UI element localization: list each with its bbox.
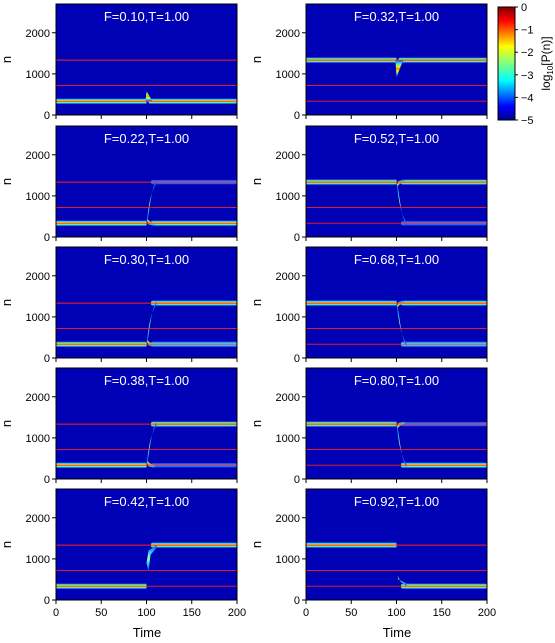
y-tick-label: 0 <box>294 232 300 244</box>
panel: F=0.52,T=1.00 0 1000 2000 n <box>249 125 488 244</box>
y-tick-label: 2000 <box>276 150 300 162</box>
x-tick-label: 0 <box>303 607 309 619</box>
y-tick-label: 2000 <box>276 513 300 525</box>
x-axis-label-right: Time <box>383 625 411 640</box>
y-tick-label: 0 <box>44 110 50 122</box>
colorbar-tick-label: −1 <box>521 25 534 37</box>
y-tick-label: 1000 <box>276 191 300 203</box>
panel-title: F=0.22,T=1.00 <box>104 131 189 146</box>
y-tick-label: 1000 <box>276 433 300 445</box>
y-axis-label: n <box>0 541 14 548</box>
y-axis-label: n <box>249 299 264 306</box>
transient <box>145 90 153 102</box>
colorbar: 0 −1 −2 −3 −4 −5 log10[P(n)] <box>497 2 555 127</box>
panel: F=0.10,T=1.00 0 1000 2000 n <box>0 3 238 122</box>
transient <box>146 545 157 572</box>
y-tick-label: 1000 <box>26 554 50 566</box>
panel-title: F=0.42,T=1.00 <box>104 494 189 509</box>
x-tick-label: 100 <box>137 607 155 619</box>
x-tick-label: 150 <box>183 607 201 619</box>
panel: F=0.92,T=1.00 0 1000 2000 n 0 50 100 150 200 <box>249 488 496 619</box>
panel-title: F=0.52,T=1.00 <box>354 131 439 146</box>
y-tick-label: 0 <box>294 110 300 122</box>
y-tick-label: 0 <box>44 595 50 607</box>
transient <box>395 60 404 78</box>
y-tick-label: 0 <box>294 353 300 365</box>
transient <box>396 571 407 587</box>
x-tick-label: 100 <box>387 607 405 619</box>
colorbar-label-rest: [P(n)] <box>539 36 553 65</box>
x-tick-label: 200 <box>478 607 496 619</box>
panel-title: F=0.92,T=1.00 <box>354 494 439 509</box>
colorbar-tick-label: −2 <box>521 47 534 59</box>
colorbar-label-main: log <box>539 75 553 91</box>
y-axis-label: n <box>249 178 264 185</box>
colorbar-gradient <box>497 6 516 121</box>
colorbar-tick-label: −4 <box>521 92 534 104</box>
y-tick-label: 1000 <box>276 69 300 81</box>
x-axis-label-left: Time <box>133 625 161 640</box>
x-tick-label: 0 <box>53 607 59 619</box>
y-tick-label: 1000 <box>26 312 50 324</box>
panel-title: F=0.68,T=1.00 <box>354 252 439 267</box>
panel: F=0.30,T=1.00 0 1000 2000 n <box>0 246 238 365</box>
y-tick-label: 0 <box>44 353 50 365</box>
y-tick-label: 1000 <box>26 433 50 445</box>
y-tick-label: 1000 <box>26 191 50 203</box>
y-tick-label: 2000 <box>276 28 300 40</box>
y-tick-label: 1000 <box>26 69 50 81</box>
y-tick-label: 2000 <box>26 392 50 404</box>
colorbar-label: log10[P(n)] <box>539 36 555 90</box>
y-tick-label: 2000 <box>26 28 50 40</box>
panel-title: F=0.10,T=1.00 <box>104 9 189 24</box>
transient <box>396 421 405 430</box>
panel: F=0.38,T=1.00 0 1000 2000 n <box>0 367 238 486</box>
y-tick-label: 2000 <box>26 271 50 283</box>
y-axis-label: n <box>0 299 14 306</box>
y-tick-label: 2000 <box>26 150 50 162</box>
transient <box>146 339 155 347</box>
panel-title: F=0.80,T=1.00 <box>354 373 439 388</box>
panel-title: F=0.38,T=1.00 <box>104 373 189 388</box>
panel: F=0.22,T=1.00 0 1000 2000 n <box>0 125 238 244</box>
y-axis-label: n <box>249 541 264 548</box>
x-tick-label: 50 <box>95 607 107 619</box>
y-axis-label: n <box>0 178 14 185</box>
x-tick-label: 200 <box>228 607 246 619</box>
transient <box>146 218 155 226</box>
y-tick-label: 1000 <box>276 312 300 324</box>
y-axis-label: n <box>0 56 14 63</box>
panel-grid: F=0.10,T=1.00010002000nF=0.32,T=1.000100… <box>0 3 496 619</box>
y-axis-label: n <box>249 420 264 427</box>
colorbar-label-sub: 10 <box>546 65 555 74</box>
y-tick-label: 2000 <box>276 392 300 404</box>
y-axis-label: n <box>0 420 14 427</box>
y-tick-label: 0 <box>44 474 50 486</box>
panel: F=0.80,T=1.00 0 1000 2000 n <box>249 367 488 486</box>
panel-title: F=0.30,T=1.00 <box>104 252 189 267</box>
transient <box>396 300 405 309</box>
panel-title: F=0.32,T=1.00 <box>354 9 439 24</box>
colorbar-tick-label: −3 <box>521 70 534 82</box>
transient <box>396 179 405 188</box>
transient <box>146 460 155 468</box>
panel: F=0.68,T=1.00 0 1000 2000 n <box>249 246 488 365</box>
y-tick-label: 0 <box>294 595 300 607</box>
y-tick-label: 0 <box>44 232 50 244</box>
colorbar-tick-label: −5 <box>521 115 534 127</box>
y-tick-label: 2000 <box>276 271 300 283</box>
panel: F=0.32,T=1.00 0 1000 2000 n <box>249 3 488 122</box>
panel: F=0.42,T=1.00 0 1000 2000 n 0 50 100 150 200 <box>0 488 246 619</box>
y-tick-label: 0 <box>294 474 300 486</box>
colorbar-tick-label: 0 <box>521 2 527 14</box>
y-tick-label: 1000 <box>276 554 300 566</box>
y-tick-label: 2000 <box>26 513 50 525</box>
x-tick-label: 150 <box>433 607 451 619</box>
y-axis-label: n <box>249 56 264 63</box>
x-tick-label: 50 <box>345 607 357 619</box>
